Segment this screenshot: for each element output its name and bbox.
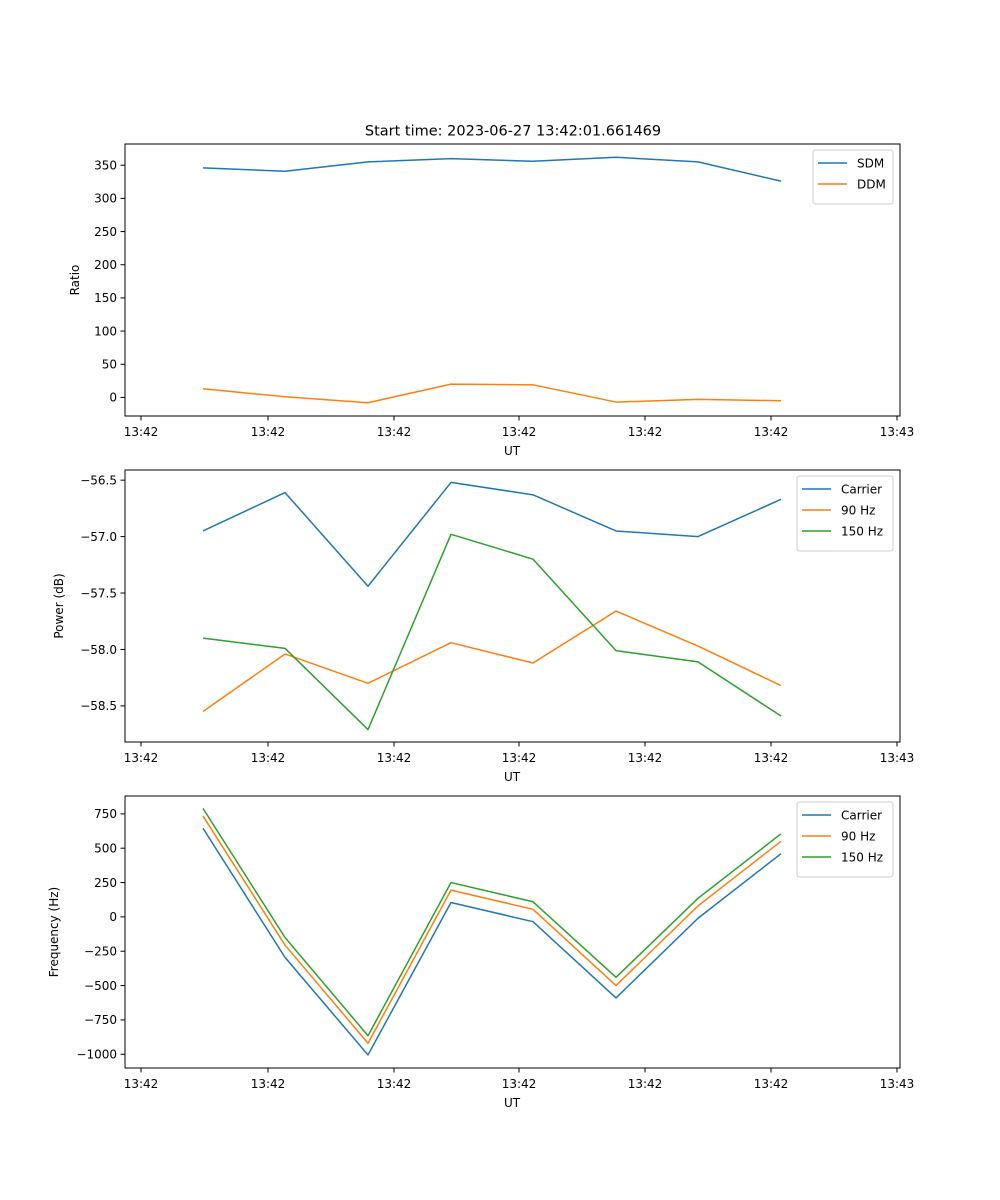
y-tick-label: 200 xyxy=(94,258,117,272)
y-tick-label: −57.0 xyxy=(80,530,117,544)
y-tick-label: −56.5 xyxy=(80,473,117,487)
chart-panel-3: 13:42 13:42 13:42 13:42 13:42 13:42 13:43 −1000… xyxy=(47,795,915,1110)
series-line-carrier xyxy=(202,481,782,587)
x-tick-label: 13:42 xyxy=(502,425,537,439)
chart-panel-2: 13:42 13:42 13:42 13:42 13:42 13:42 13:43 −58.5… xyxy=(52,469,915,784)
legend-label: 90 Hz xyxy=(841,503,875,517)
series-line-150-hz xyxy=(202,533,782,731)
legend-label: 90 Hz xyxy=(841,829,875,843)
x-tick-label: 13:42 xyxy=(754,1077,789,1091)
legend-label: DDM xyxy=(857,177,886,191)
x-tick-label: 13:42 xyxy=(251,751,286,765)
y-tick-label: 350 xyxy=(94,159,117,173)
legend-label: Carrier xyxy=(841,482,882,496)
y-tick-label: −1000 xyxy=(76,1048,117,1062)
legend-label: Carrier xyxy=(841,808,882,822)
legend-frame xyxy=(796,475,894,552)
x-tick-label: 13:42 xyxy=(502,1077,537,1091)
x-tick-label: 13:43 xyxy=(880,1077,915,1091)
x-tick-label: 13:43 xyxy=(880,751,915,765)
legend: Carrier 90 Hz 150 Hz xyxy=(796,475,894,552)
y-tick-label: 100 xyxy=(94,324,117,338)
y-axis-label: Power (dB) xyxy=(52,573,66,638)
y-tick-label: 0 xyxy=(109,910,117,924)
x-tick-label: 13:42 xyxy=(124,1077,159,1091)
y-tick-label: 50 xyxy=(102,358,117,372)
x-tick-label: 13:42 xyxy=(628,1077,663,1091)
x-tick-label: 13:42 xyxy=(124,425,159,439)
series-line-sdm xyxy=(202,156,782,182)
y-tick-label: −750 xyxy=(84,1013,117,1027)
x-tick-label: 13:42 xyxy=(502,751,537,765)
legend: SDM DDM xyxy=(812,149,894,205)
y-tick-label: 500 xyxy=(94,842,117,856)
legend: Carrier 90 Hz 150 Hz xyxy=(796,801,894,878)
x-tick-label: 13:42 xyxy=(124,751,159,765)
x-tick-label: 13:42 xyxy=(628,425,663,439)
x-tick-label: 13:42 xyxy=(251,425,286,439)
series-line-carrier xyxy=(202,827,782,1056)
y-tick-label: −250 xyxy=(84,945,117,959)
x-tick-label: 13:42 xyxy=(754,751,789,765)
y-tick-label: 0 xyxy=(109,391,117,405)
legend-label: 150 Hz xyxy=(841,524,883,538)
x-axis-label: UT xyxy=(504,1096,521,1110)
y-axis-label: Frequency (Hz) xyxy=(47,887,61,978)
figure-title: Start time: 2023-06-27 13:42:01.661469 xyxy=(365,124,661,140)
x-tick-label: 13:42 xyxy=(377,1077,412,1091)
legend-label: SDM xyxy=(857,156,884,170)
series-line-90-hz xyxy=(202,815,782,1045)
x-tick-label: 13:43 xyxy=(880,425,915,439)
plot-area-frame xyxy=(124,143,901,417)
y-tick-label: 250 xyxy=(94,876,117,890)
series-line-ddm xyxy=(202,383,782,404)
chart-panel-1: 13:42 13:42 13:42 13:42 13:42 13:42 13:43 0 50 10… xyxy=(68,143,915,458)
legend-frame xyxy=(796,801,894,878)
y-tick-label: 150 xyxy=(94,291,117,305)
y-tick-label: −57.5 xyxy=(80,586,117,600)
x-tick-label: 13:42 xyxy=(251,1077,286,1091)
x-tick-label: 13:42 xyxy=(754,425,789,439)
y-tick-label: 750 xyxy=(94,807,117,821)
y-tick-label: 250 xyxy=(94,225,117,239)
plot-area-frame xyxy=(124,469,901,743)
x-tick-label: 13:42 xyxy=(377,425,412,439)
y-tick-label: 300 xyxy=(94,192,117,206)
y-tick-label: −58.0 xyxy=(80,643,117,657)
x-axis-label: UT xyxy=(504,444,521,458)
y-tick-label: −500 xyxy=(84,979,117,993)
plot-area-frame xyxy=(124,795,901,1069)
y-axis-label: Ratio xyxy=(68,265,82,296)
x-tick-label: 13:42 xyxy=(377,751,412,765)
x-tick-label: 13:42 xyxy=(628,751,663,765)
legend-label: 150 Hz xyxy=(841,850,883,864)
x-axis-label: UT xyxy=(504,770,521,784)
series-line-150-hz xyxy=(202,807,782,1037)
series-line-90-hz xyxy=(202,610,782,713)
y-tick-label: −58.5 xyxy=(80,699,117,713)
